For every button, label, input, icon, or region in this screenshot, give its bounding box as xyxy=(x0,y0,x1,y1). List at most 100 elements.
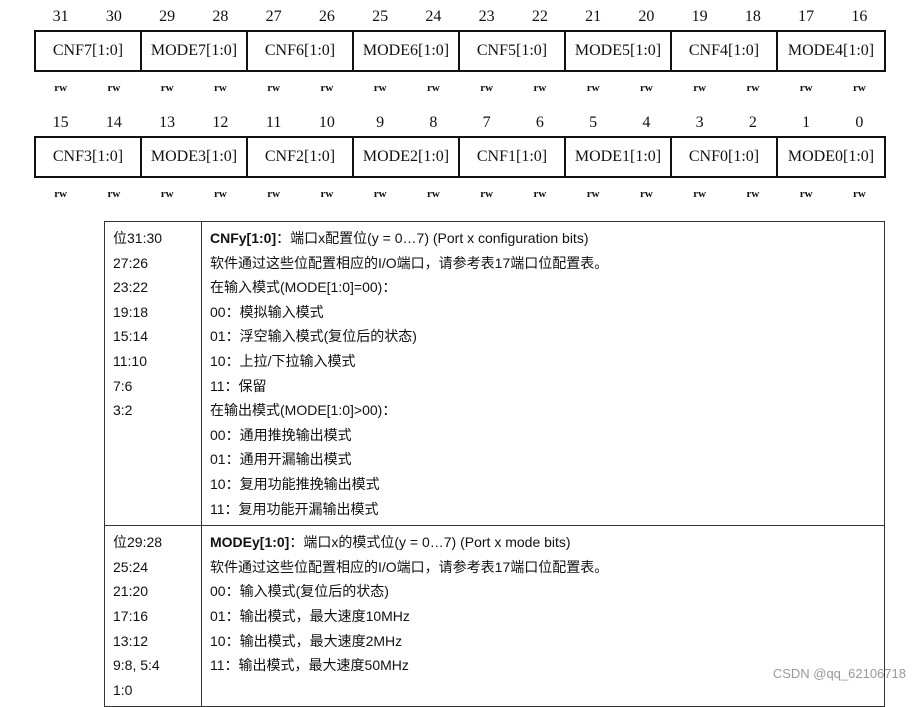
bit-number: 15 xyxy=(52,114,69,131)
bit-number: 18 xyxy=(744,8,761,25)
bit-number: 20 xyxy=(638,8,655,25)
access-label: rw xyxy=(320,82,334,94)
description-text: 10：上拉/下拉输入模式 xyxy=(210,352,356,369)
register-field: MODE0[1:0] xyxy=(787,148,875,165)
bit-range: 17:16 xyxy=(113,607,149,624)
description-text: ：端口x配置位(y = 0…7) (Port x configuration b… xyxy=(276,230,589,246)
description-text: 01：输出模式，最大速度10MHz xyxy=(210,607,410,624)
bit-number: 10 xyxy=(318,114,335,131)
bit-numbers: 31 30 29 28 27 26 25 24 23 22 21 20 19 18 17 16 xyxy=(34,8,886,26)
description-text: 在输入模式(MODE[1:0]=00)： xyxy=(210,279,397,296)
description-text: 10：复用功能推挽输出模式 xyxy=(210,475,380,492)
bit-number: 19 xyxy=(691,8,708,25)
description-line: 10：复用功能推挽输出模式 xyxy=(210,472,876,497)
description-line: 10：上拉/下拉输入模式 xyxy=(210,349,876,374)
field-name: MODEy[1:0] xyxy=(210,534,290,551)
access-label: rw xyxy=(639,188,653,200)
bit-number: 16 xyxy=(851,8,868,25)
register-field: CNF5[1:0] xyxy=(460,32,566,70)
access-label: rw xyxy=(799,82,813,94)
field-name: CNFy[1:0] xyxy=(210,230,277,246)
bit-number: 14 xyxy=(105,114,122,131)
access-label: rw xyxy=(320,188,334,200)
description-line: 软件通过这些位配置相应的I/O端口，请参考表17端口位配置表。 xyxy=(210,251,876,276)
description-line: 10：输出模式，最大速度2MHz xyxy=(210,629,876,654)
description-line: 00：模拟输入模式 xyxy=(210,300,876,325)
bit-range: 11:10 xyxy=(113,352,147,369)
access-label: rw xyxy=(267,82,281,94)
bit-range: 15:14 xyxy=(113,328,149,345)
register-field: CNF1[1:0] xyxy=(460,138,566,176)
bit-number: 6 xyxy=(535,114,544,131)
bit-range: 13:12 xyxy=(113,632,149,649)
access-label: rw xyxy=(426,82,440,94)
register-low: 15 14 13 12 11 10 9 8 7 6 5 4 3 2 1 0 CNF3[1:0] MODE3[1:… xyxy=(34,114,886,200)
access-label: rw xyxy=(107,82,121,94)
description-line: 00：输入模式(复位后的状态) xyxy=(210,579,876,604)
access-label: rw xyxy=(799,188,813,200)
access-label: rw xyxy=(54,82,68,94)
description-line: 11：复用功能开漏输出模式 xyxy=(210,497,876,522)
register-field: CNF7[1:0] xyxy=(36,32,142,70)
description-text: 00：通用推挽输出模式 xyxy=(210,426,352,443)
description-text: 00：输入模式(复位后的状态) xyxy=(210,583,389,600)
description-text: 11：输出模式，最大速度50MHz xyxy=(210,657,409,674)
description-text: 在输出模式(MODE[1:0]>00)： xyxy=(210,402,397,419)
description-line: CNFy[1:0]：端口x配置位(y = 0…7) (Port x config… xyxy=(210,226,876,251)
bit-range: 27:26 xyxy=(113,254,149,271)
bit-number: 26 xyxy=(318,8,335,25)
access-label: rw xyxy=(426,188,440,200)
description-line: 在输入模式(MODE[1:0]=00)： xyxy=(210,275,876,300)
access-label: rw xyxy=(213,188,227,200)
description-text: 软件通过这些位配置相应的I/O端口，请参考表17端口位配置表。 xyxy=(210,558,609,575)
table-row: 位29:28 25:24 21:20 17:16 13:12 9:8, 5:4 1:0 MOD… xyxy=(104,525,885,707)
description-text: 软件通过这些位配置相应的I/O端口，请参考表17端口位配置表。 xyxy=(210,254,609,271)
register-field: MODE3[1:0] xyxy=(142,138,248,176)
bit-number: 2 xyxy=(748,114,757,131)
access-label: rw xyxy=(480,188,494,200)
access-label: rw xyxy=(852,82,866,94)
description-text: ：端口x的模式位(y = 0…7) (Port x mode bits) xyxy=(289,534,571,551)
bit-range: 3:2 xyxy=(113,402,133,419)
description-cell: MODEy[1:0]：端口x的模式位(y = 0…7) (Port x mode… xyxy=(201,525,885,707)
description-line: 01：通用开漏输出模式 xyxy=(210,447,876,472)
access-label: rw xyxy=(107,188,121,200)
bit-description-table: 位31:30 27:26 23:22 19:18 15:14 11:10 7:6 3:2 CNF… xyxy=(104,220,885,707)
access-label: rw xyxy=(373,188,387,200)
register-field: CNF0[1:0] xyxy=(672,138,778,176)
bit-number: 28 xyxy=(212,8,229,25)
bit-range: 25:24 xyxy=(113,558,149,575)
register-field: MODE2[1:0] xyxy=(354,138,460,176)
bit-number: 1 xyxy=(802,114,811,131)
description-cell: CNFy[1:0]：端口x配置位(y = 0…7) (Port x config… xyxy=(201,220,885,527)
access-label: rw xyxy=(852,188,866,200)
description-line: 01：输出模式，最大速度10MHz xyxy=(210,604,876,629)
description-text: 00：模拟输入模式 xyxy=(210,303,324,320)
register-field: MODE5[1:0] xyxy=(566,32,672,70)
field-boxes: CNF7[1:0] MODE7[1:0] CNF6[1:0] MODE6[1:0] CN… xyxy=(34,30,886,72)
bit-range: 7:6 xyxy=(113,377,133,394)
description-text: 11：保留 xyxy=(210,377,267,394)
bit-number: 23 xyxy=(478,8,495,25)
bit-range: 21:20 xyxy=(113,583,149,600)
table-row: 位31:30 27:26 23:22 19:18 15:14 11:10 7:6 3:2 CNF… xyxy=(104,220,885,527)
access-label: rw xyxy=(533,82,547,94)
description-line: 软件通过这些位配置相应的I/O端口，请参考表17端口位配置表。 xyxy=(210,555,876,580)
bit-number: 12 xyxy=(212,114,229,131)
access-label: rw xyxy=(267,188,281,200)
description-text: 11：复用功能开漏输出模式 xyxy=(210,500,379,517)
bit-number: 24 xyxy=(425,8,442,25)
access-label: rw xyxy=(373,82,387,94)
bit-range: 位31:30 xyxy=(113,230,163,246)
access-label: rw xyxy=(746,188,760,200)
register-field: MODE4[1:0] xyxy=(787,42,875,59)
bit-number: 25 xyxy=(372,8,389,25)
bit-number: 22 xyxy=(531,8,548,25)
access-label: rw xyxy=(746,82,760,94)
register-field: MODE7[1:0] xyxy=(142,32,248,70)
bit-range-cell: 位31:30 27:26 23:22 19:18 15:14 11:10 7:6 3:2 xyxy=(104,220,202,527)
bit-range: 位29:28 xyxy=(113,534,163,551)
description-line: 00：通用推挽输出模式 xyxy=(210,423,876,448)
bit-number: 4 xyxy=(642,114,651,131)
bit-range: 1:0 xyxy=(113,681,133,698)
